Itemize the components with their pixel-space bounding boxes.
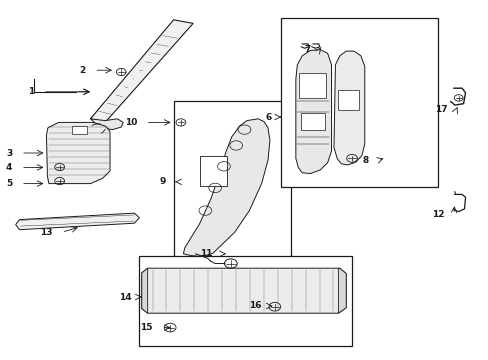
Bar <box>72 126 87 134</box>
Polygon shape <box>90 119 123 130</box>
Bar <box>299 73 325 98</box>
Text: 11: 11 <box>200 249 212 258</box>
Text: 5: 5 <box>6 179 12 188</box>
Polygon shape <box>295 50 331 174</box>
Polygon shape <box>16 213 139 230</box>
Polygon shape <box>142 268 147 313</box>
Bar <box>173 101 290 274</box>
Text: 12: 12 <box>431 210 444 219</box>
Text: 8: 8 <box>362 156 368 165</box>
Polygon shape <box>183 119 269 256</box>
Bar <box>300 113 325 130</box>
Bar <box>281 18 437 187</box>
Polygon shape <box>338 268 346 313</box>
Bar <box>338 90 358 110</box>
Polygon shape <box>333 51 364 165</box>
Text: 16: 16 <box>248 302 261 310</box>
Text: 3: 3 <box>6 149 12 158</box>
Bar <box>200 156 227 186</box>
Text: 4: 4 <box>6 163 12 172</box>
Text: 2: 2 <box>79 66 85 75</box>
Text: 13: 13 <box>40 228 53 237</box>
Text: 10: 10 <box>124 118 137 127</box>
Polygon shape <box>142 268 346 313</box>
Text: 7: 7 <box>304 45 310 54</box>
Text: 1: 1 <box>28 87 34 96</box>
Bar <box>139 256 351 346</box>
Text: 9: 9 <box>160 177 166 186</box>
Text: 6: 6 <box>264 112 271 122</box>
Polygon shape <box>46 122 110 184</box>
Text: 15: 15 <box>140 323 152 332</box>
Text: 14: 14 <box>119 292 132 302</box>
Text: 17: 17 <box>434 105 447 114</box>
Polygon shape <box>90 20 193 122</box>
